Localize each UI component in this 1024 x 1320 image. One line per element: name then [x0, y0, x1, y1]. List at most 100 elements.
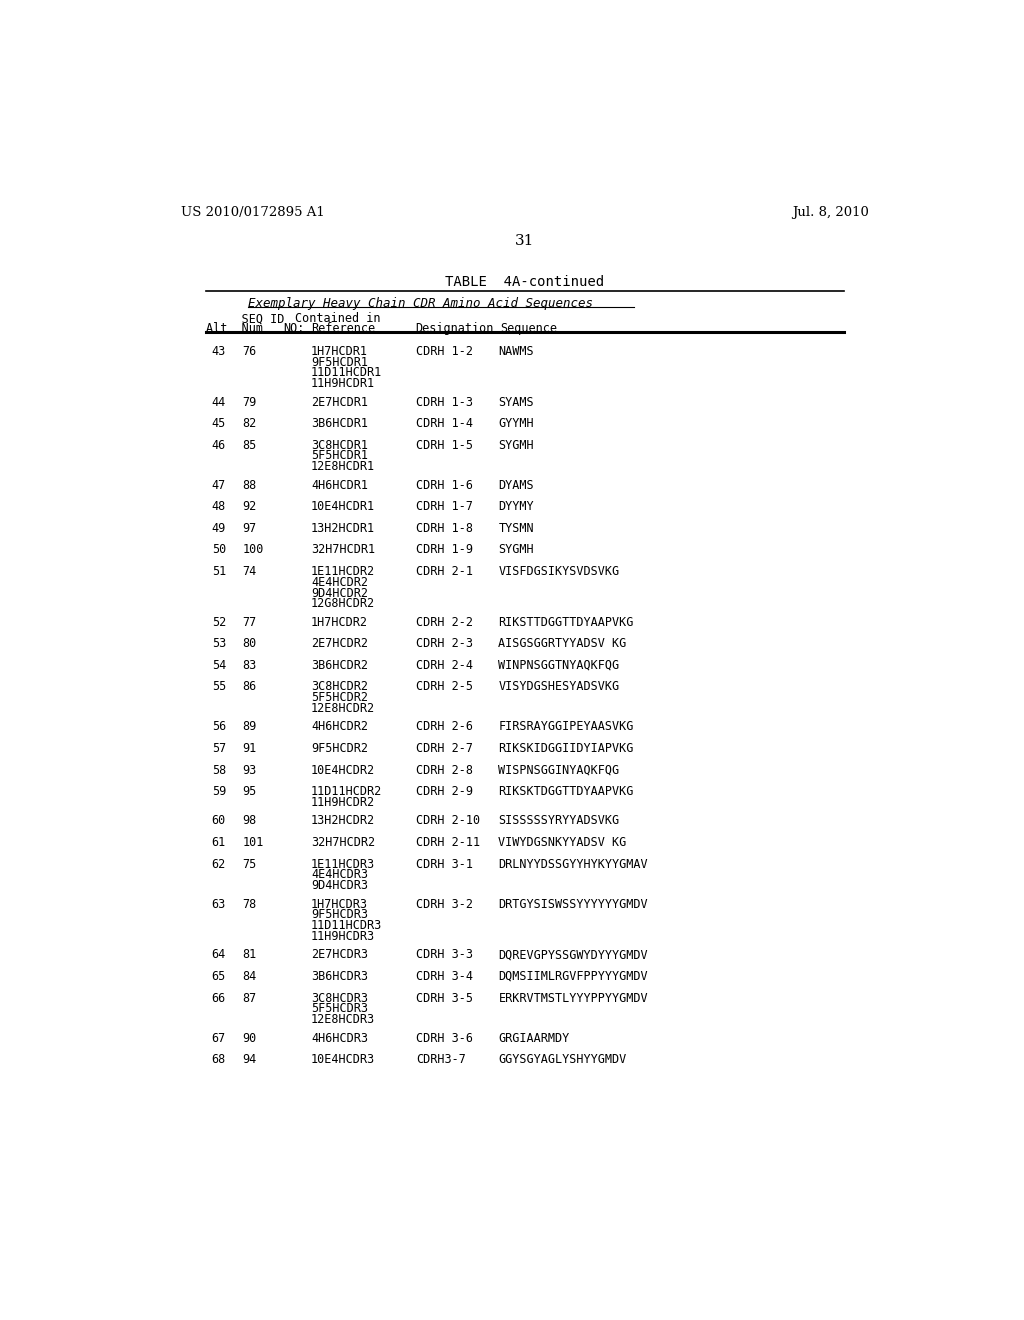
Text: RIKSKTDGGTTDYAAPVKG: RIKSKTDGGTTDYAAPVKG [499, 785, 634, 799]
Text: CDRH3-7: CDRH3-7 [417, 1053, 466, 1067]
Text: CDRH 2-2: CDRH 2-2 [417, 615, 473, 628]
Text: 54: 54 [212, 659, 226, 672]
Text: 3C8HCDR1: 3C8HCDR1 [311, 438, 368, 451]
Text: GGYSGYAGLYSHYYGMDV: GGYSGYAGLYSHYYGMDV [499, 1053, 627, 1067]
Text: 11H9HCDR2: 11H9HCDR2 [311, 796, 375, 809]
Text: GRGIAARMDY: GRGIAARMDY [499, 1032, 569, 1044]
Text: 10E4HCDR1: 10E4HCDR1 [311, 500, 375, 513]
Text: 94: 94 [243, 1053, 257, 1067]
Text: CDRH 1-7: CDRH 1-7 [417, 500, 473, 513]
Text: DQREVGPYSSGWYDYYYGMDV: DQREVGPYSSGWYDYYYGMDV [499, 949, 648, 961]
Text: 3B6HCDR3: 3B6HCDR3 [311, 970, 368, 983]
Text: 5F5HCDR2: 5F5HCDR2 [311, 692, 368, 705]
Text: 10E4HCDR3: 10E4HCDR3 [311, 1053, 375, 1067]
Text: AISGSGGRTYYADSV KG: AISGSGGRTYYADSV KG [499, 638, 627, 651]
Text: 49: 49 [212, 521, 226, 535]
Text: 12E8HCDR1: 12E8HCDR1 [311, 461, 375, 474]
Text: WISPNSGGINYAQKFQG: WISPNSGGINYAQKFQG [499, 763, 620, 776]
Text: 77: 77 [243, 615, 257, 628]
Text: CDRH 2-7: CDRH 2-7 [417, 742, 473, 755]
Text: GYYMH: GYYMH [499, 417, 535, 430]
Text: 97: 97 [243, 521, 257, 535]
Text: 50: 50 [212, 544, 226, 557]
Text: 88: 88 [243, 479, 257, 492]
Text: 62: 62 [212, 858, 226, 871]
Text: VISYDGSHESYADSVKG: VISYDGSHESYADSVKG [499, 681, 620, 693]
Text: CDRH 3-6: CDRH 3-6 [417, 1032, 473, 1044]
Text: VIWYDGSNKYYADSV KG: VIWYDGSNKYYADSV KG [499, 836, 627, 849]
Text: 5F5HCDR3: 5F5HCDR3 [311, 1002, 368, 1015]
Text: CDRH 3-5: CDRH 3-5 [417, 991, 473, 1005]
Text: 86: 86 [243, 681, 257, 693]
Text: 66: 66 [212, 991, 226, 1005]
Text: 3B6HCDR1: 3B6HCDR1 [311, 417, 368, 430]
Text: 57: 57 [212, 742, 226, 755]
Text: 67: 67 [212, 1032, 226, 1044]
Text: 5F5HCDR1: 5F5HCDR1 [311, 449, 368, 462]
Text: 58: 58 [212, 763, 226, 776]
Text: SYGMH: SYGMH [499, 438, 535, 451]
Text: 60: 60 [212, 814, 226, 828]
Text: 63: 63 [212, 898, 226, 911]
Text: 9F5HCDR3: 9F5HCDR3 [311, 908, 368, 921]
Text: Alt  Num: Alt Num [206, 322, 262, 335]
Text: 43: 43 [212, 345, 226, 358]
Text: CDRH 2-9: CDRH 2-9 [417, 785, 473, 799]
Text: CDRH 3-4: CDRH 3-4 [417, 970, 473, 983]
Text: 4H6HCDR3: 4H6HCDR3 [311, 1032, 368, 1044]
Text: DQMSIIMLRGVFPPYYYGMDV: DQMSIIMLRGVFPPYYYGMDV [499, 970, 648, 983]
Text: 9F5HCDR2: 9F5HCDR2 [311, 742, 368, 755]
Text: 1E11HCDR3: 1E11HCDR3 [311, 858, 375, 871]
Text: CDRH 1-9: CDRH 1-9 [417, 544, 473, 557]
Text: 76: 76 [243, 345, 257, 358]
Text: 52: 52 [212, 615, 226, 628]
Text: NO:: NO: [283, 322, 304, 335]
Text: 10E4HCDR2: 10E4HCDR2 [311, 763, 375, 776]
Text: 11D11HCDR1: 11D11HCDR1 [311, 367, 382, 379]
Text: SISSSSSYRYYADSVKG: SISSSSSYRYYADSVKG [499, 814, 620, 828]
Text: 82: 82 [243, 417, 257, 430]
Text: 65: 65 [212, 970, 226, 983]
Text: 3B6HCDR2: 3B6HCDR2 [311, 659, 368, 672]
Text: 4H6HCDR2: 4H6HCDR2 [311, 721, 368, 734]
Text: 4H6HCDR1: 4H6HCDR1 [311, 479, 368, 492]
Text: 84: 84 [243, 970, 257, 983]
Text: 61: 61 [212, 836, 226, 849]
Text: 3C8HCDR3: 3C8HCDR3 [311, 991, 368, 1005]
Text: 100: 100 [243, 544, 264, 557]
Text: 4E4HCDR2: 4E4HCDR2 [311, 576, 368, 589]
Text: 1H7HCDR1: 1H7HCDR1 [311, 345, 368, 358]
Text: US 2010/0172895 A1: US 2010/0172895 A1 [180, 206, 325, 219]
Text: 12E8HCDR2: 12E8HCDR2 [311, 702, 375, 715]
Text: 81: 81 [243, 949, 257, 961]
Text: Exemplary Heavy Chain CDR Amino Acid Sequences: Exemplary Heavy Chain CDR Amino Acid Seq… [248, 297, 593, 310]
Text: CDRH 2-5: CDRH 2-5 [417, 681, 473, 693]
Text: CDRH 3-3: CDRH 3-3 [417, 949, 473, 961]
Text: 68: 68 [212, 1053, 226, 1067]
Text: 12G8HCDR2: 12G8HCDR2 [311, 598, 375, 610]
Text: RIKSTTDGGTTDYAAPVKG: RIKSTTDGGTTDYAAPVKG [499, 615, 634, 628]
Text: 11H9HCDR1: 11H9HCDR1 [311, 378, 375, 391]
Text: 2E7HCDR3: 2E7HCDR3 [311, 949, 368, 961]
Text: 75: 75 [243, 858, 257, 871]
Text: 2E7HCDR1: 2E7HCDR1 [311, 396, 368, 409]
Text: 32H7HCDR2: 32H7HCDR2 [311, 836, 375, 849]
Text: 4E4HCDR3: 4E4HCDR3 [311, 869, 368, 882]
Text: VISFDGSIKYSVDSVKG: VISFDGSIKYSVDSVKG [499, 565, 620, 578]
Text: 13H2HCDR1: 13H2HCDR1 [311, 521, 375, 535]
Text: 11H9HCDR3: 11H9HCDR3 [311, 929, 375, 942]
Text: 1H7HCDR2: 1H7HCDR2 [311, 615, 368, 628]
Text: DYYMY: DYYMY [499, 500, 535, 513]
Text: 11D11HCDR2: 11D11HCDR2 [311, 785, 382, 799]
Text: Jul. 8, 2010: Jul. 8, 2010 [792, 206, 869, 219]
Text: CDRH 3-1: CDRH 3-1 [417, 858, 473, 871]
Text: WINPNSGGTNYAQKFQG: WINPNSGGTNYAQKFQG [499, 659, 620, 672]
Text: CDRH 3-2: CDRH 3-2 [417, 898, 473, 911]
Text: 48: 48 [212, 500, 226, 513]
Text: 85: 85 [243, 438, 257, 451]
Text: CDRH 1-3: CDRH 1-3 [417, 396, 473, 409]
Text: ERKRVTMSTLYYYPPYYGMDV: ERKRVTMSTLYYYPPYYGMDV [499, 991, 648, 1005]
Text: 45: 45 [212, 417, 226, 430]
Text: CDRH 2-11: CDRH 2-11 [417, 836, 480, 849]
Text: Reference: Reference [311, 322, 375, 335]
